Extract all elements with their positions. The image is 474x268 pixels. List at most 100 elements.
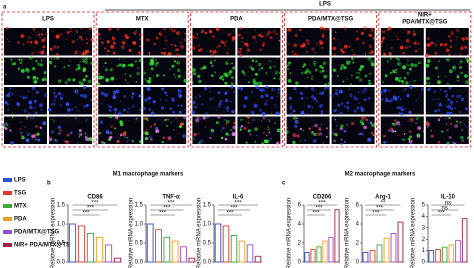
cell — [51, 118, 54, 120]
cell — [223, 72, 228, 77]
panel-label: b — [47, 181, 51, 187]
cell — [319, 26, 324, 31]
cell — [108, 104, 110, 107]
cell — [172, 110, 176, 114]
group-box — [189, 11, 283, 148]
bar — [246, 244, 254, 263]
sig-label: *** — [91, 201, 99, 207]
cell — [315, 100, 318, 103]
bar — [334, 209, 340, 263]
cell — [352, 53, 356, 57]
cell — [148, 77, 152, 80]
cell — [59, 96, 64, 100]
cell — [439, 88, 442, 91]
cell — [460, 141, 463, 144]
cell — [41, 79, 44, 82]
cell — [310, 117, 313, 119]
cell — [184, 108, 187, 110]
cell — [183, 108, 185, 111]
cell — [278, 77, 282, 81]
cell — [289, 72, 292, 75]
legend-label: TSG — [14, 191, 27, 197]
cell — [177, 89, 182, 94]
cell — [430, 134, 434, 138]
cell — [146, 87, 151, 92]
cell — [224, 91, 228, 95]
cell — [247, 121, 250, 124]
cell — [71, 108, 74, 111]
y-tick-label: 0.5 — [203, 241, 212, 247]
cell — [171, 64, 175, 68]
cell — [262, 42, 266, 46]
cell — [150, 138, 153, 141]
cell — [380, 91, 383, 94]
cell — [464, 89, 466, 91]
cell — [27, 90, 30, 93]
bar — [113, 257, 122, 263]
cell — [358, 78, 363, 82]
cell — [448, 86, 452, 90]
image-label: M1-Merge — [300, 118, 328, 124]
cell — [445, 48, 450, 53]
y-tick-label: 1.0 — [203, 222, 212, 228]
image-label: CD206 — [354, 30, 373, 36]
cell — [103, 65, 105, 68]
cell — [436, 98, 439, 100]
cell — [240, 118, 243, 121]
cell — [337, 38, 339, 41]
cell — [138, 96, 140, 98]
cell — [413, 63, 418, 68]
cell — [389, 57, 392, 60]
legend-label: NIR+ PDA/MTX@TSG — [14, 243, 75, 249]
cell — [116, 64, 120, 68]
cell — [330, 94, 334, 98]
bar — [448, 244, 455, 263]
cell — [257, 62, 262, 67]
cell — [465, 58, 469, 62]
cell — [138, 59, 142, 63]
micrograph — [331, 28, 375, 56]
cell — [338, 89, 343, 94]
cell — [448, 69, 453, 74]
cell — [178, 110, 182, 114]
cell — [461, 139, 464, 143]
sig-label: *** — [234, 201, 242, 207]
bar — [310, 249, 316, 263]
cell — [200, 29, 205, 34]
cell — [31, 86, 35, 90]
cell — [267, 30, 271, 35]
cell — [340, 142, 343, 146]
cell — [325, 37, 327, 40]
image-label: CD68 — [30, 59, 46, 65]
sig-label: *** — [167, 201, 175, 207]
cell — [35, 59, 38, 63]
chart-title: CD206 — [313, 195, 332, 201]
section-title: M2 macrophage markers — [345, 172, 416, 178]
cell — [394, 119, 397, 122]
cell — [396, 106, 400, 110]
cell — [255, 134, 258, 137]
cell — [452, 141, 455, 144]
cell — [31, 52, 34, 55]
cell — [4, 100, 8, 105]
cell — [19, 127, 22, 130]
micrograph — [286, 116, 330, 144]
cell — [334, 91, 339, 96]
sig-label: *** — [438, 211, 446, 217]
image-label: CD68 — [75, 59, 91, 65]
cell — [136, 71, 140, 76]
cell — [229, 100, 232, 103]
cell — [114, 127, 117, 130]
image-label: CD206 — [166, 30, 185, 36]
cell — [268, 119, 271, 122]
cell — [43, 75, 46, 78]
bar — [322, 240, 328, 263]
cell — [9, 129, 13, 133]
cell — [101, 41, 104, 44]
cell — [209, 61, 213, 65]
cell — [437, 80, 441, 85]
chart-title: IL-10 — [441, 195, 456, 201]
sig-label: *** — [226, 211, 234, 217]
cell — [209, 97, 213, 101]
image-label: M1-Merge — [112, 118, 140, 124]
